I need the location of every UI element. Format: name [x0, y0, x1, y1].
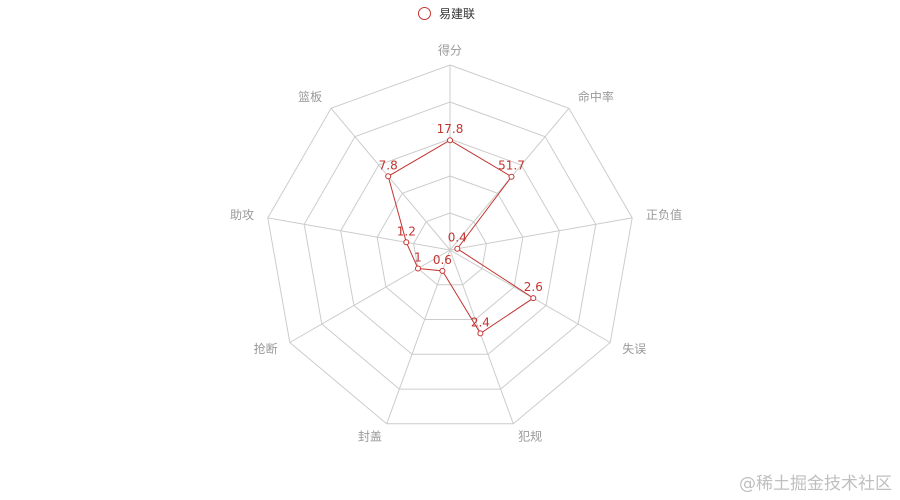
radar-data-label: 0.6: [433, 253, 452, 267]
radar-data-point: [508, 173, 515, 180]
radar-grid-ring: [413, 212, 487, 286]
radar-grid-ring: [376, 175, 524, 320]
radar-axis-label: 封盖: [358, 430, 382, 444]
radar-axis-label: 抢断: [254, 341, 278, 356]
radar-axis-label: 得分: [438, 43, 462, 58]
radar-data-label: 7.8: [379, 158, 398, 172]
radar-axis-label: 命中率: [578, 89, 614, 104]
radar-axis-spoke: [289, 249, 451, 343]
radar-data-label: 2.6: [524, 280, 543, 294]
radar-series-line: [387, 139, 535, 335]
legend-marker-icon: [418, 6, 431, 20]
radar-data-point: [447, 137, 453, 144]
radar-data-label: 1.2: [397, 224, 416, 238]
radar-data-point: [385, 173, 392, 180]
radar-axis-spoke: [386, 249, 451, 424]
radar-data-label: 2.4: [471, 315, 490, 329]
radar-grid-ring: [340, 138, 560, 355]
radar-data-label: 51.7: [498, 159, 525, 173]
radar-grid-ring: [303, 101, 597, 390]
radar-axis-spoke: [449, 249, 514, 424]
radar-axis-label: 篮板: [298, 89, 322, 104]
radar-axis-label: 犯规: [518, 429, 542, 444]
radar-data-point: [530, 295, 537, 302]
radar-axis-spoke: [449, 217, 633, 251]
radar-data-point: [477, 330, 484, 337]
watermark: @稀土掘金技术社区: [739, 474, 892, 494]
radar-axis-spoke: [330, 107, 451, 251]
radar-axis-spoke: [267, 217, 451, 251]
radar-data-point: [403, 239, 410, 246]
radar-data-point: [415, 265, 421, 272]
radar-data-label: 17.8: [437, 122, 464, 136]
legend-label: 易建联: [439, 6, 476, 21]
radar-axis-label: 失误: [622, 341, 646, 356]
legend[interactable]: 易建联: [418, 3, 475, 23]
radar-axis-label: 助攻: [230, 208, 254, 222]
radar-data-label: 0.4: [448, 231, 467, 245]
radar-axis-label: 正负值: [646, 207, 682, 222]
radar-grid-ring: [267, 64, 633, 425]
radar-data-point: [439, 267, 446, 274]
radar-data-point: [454, 245, 461, 252]
radar-data-label: 1: [414, 251, 422, 265]
